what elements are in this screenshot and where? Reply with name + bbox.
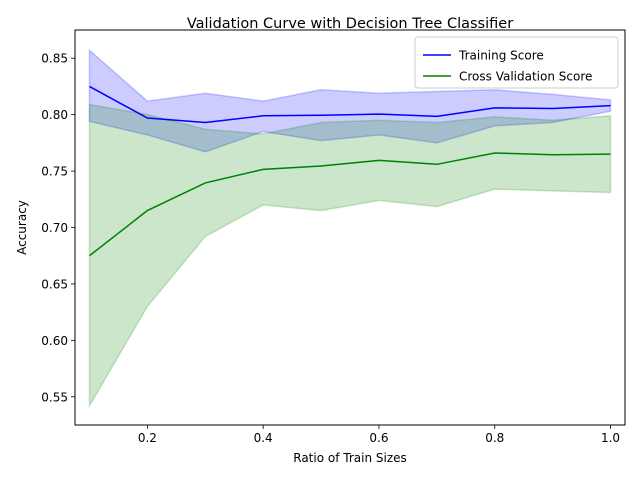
series-0-line — [89, 85, 611, 124]
y-tick-label: 0.80 — [41, 108, 68, 122]
y-tick-label: 0.75 — [41, 165, 68, 179]
series-1-band — [88, 103, 612, 409]
legend: Training Score Cross Validation Score — [414, 36, 619, 89]
plot-area — [88, 48, 612, 409]
x-axis-label: Ratio of Train Sizes — [293, 451, 407, 465]
x-tick-label: 1.0 — [601, 431, 620, 445]
y-tick-label: 0.85 — [41, 52, 68, 66]
y-tick-label: 0.70 — [41, 221, 68, 235]
x-tick-label: 0.6 — [369, 431, 388, 445]
y-tick-label: 0.55 — [41, 390, 68, 404]
y-axis-label: Accuracy — [15, 200, 29, 255]
series-1-line — [89, 152, 611, 257]
x-tick-label: 0.2 — [138, 431, 157, 445]
x-axis: 0.2 0.4 0.6 0.8 1.0 — [138, 425, 620, 445]
series-0-band — [88, 48, 612, 153]
legend-label-0: Training Score — [458, 49, 544, 63]
y-tick-label: 0.65 — [41, 277, 68, 291]
chart-title: Validation Curve with Decision Tree Clas… — [187, 16, 513, 32]
x-tick-label: 0.4 — [254, 431, 273, 445]
x-tick-label: 0.8 — [485, 431, 504, 445]
y-tick-label: 0.60 — [41, 334, 68, 348]
y-axis: 0.55 0.60 0.65 0.70 0.75 0.80 0.85 — [41, 52, 75, 404]
legend-label-1: Cross Validation Score — [459, 70, 592, 84]
legend-box — [414, 36, 619, 89]
